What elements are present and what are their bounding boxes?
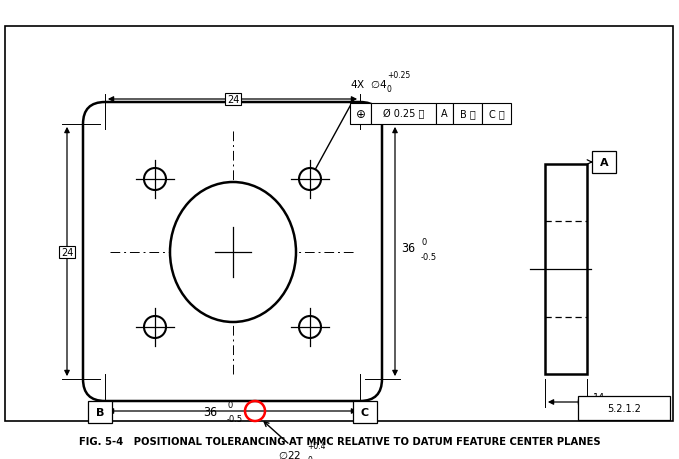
Text: A: A — [441, 109, 448, 119]
FancyBboxPatch shape — [482, 104, 511, 125]
FancyBboxPatch shape — [350, 104, 371, 125]
Circle shape — [144, 168, 166, 190]
Text: +0.4: +0.4 — [307, 442, 325, 451]
Text: 24: 24 — [227, 95, 239, 105]
Text: 5.2.1.2: 5.2.1.2 — [607, 403, 641, 413]
FancyBboxPatch shape — [353, 401, 377, 423]
Text: -0.5: -0.5 — [227, 414, 243, 424]
FancyBboxPatch shape — [436, 104, 453, 125]
Text: 36: 36 — [203, 406, 217, 419]
Ellipse shape — [170, 183, 296, 322]
FancyBboxPatch shape — [371, 104, 436, 125]
Text: 0: 0 — [421, 238, 426, 247]
Text: 14: 14 — [593, 392, 605, 402]
Text: A: A — [600, 157, 608, 168]
Text: 0: 0 — [387, 85, 392, 94]
Text: B: B — [96, 407, 104, 417]
FancyBboxPatch shape — [592, 151, 616, 174]
Text: $\emptyset$22: $\emptyset$22 — [278, 448, 301, 459]
FancyBboxPatch shape — [88, 401, 112, 423]
Circle shape — [299, 316, 321, 338]
Text: +0.25: +0.25 — [387, 71, 410, 80]
Bar — [5, 27, 673, 421]
Text: Ø 0.25 Ⓜ: Ø 0.25 Ⓜ — [383, 109, 424, 119]
Text: ⊕: ⊕ — [356, 108, 365, 121]
Text: C: C — [361, 407, 369, 417]
Text: B Ⓜ: B Ⓜ — [460, 109, 475, 119]
Text: 12: 12 — [593, 407, 606, 417]
Circle shape — [144, 316, 166, 338]
FancyBboxPatch shape — [83, 103, 382, 401]
Text: 4X  $\emptyset$4: 4X $\emptyset$4 — [350, 78, 388, 90]
FancyBboxPatch shape — [578, 396, 670, 420]
Text: 0: 0 — [307, 455, 312, 459]
Text: 24: 24 — [61, 247, 73, 257]
Text: -0.5: -0.5 — [421, 253, 437, 262]
Text: 0: 0 — [227, 401, 232, 409]
Text: FIG. 5-4   POSITIONAL TOLERANCING AT MMC RELATIVE TO DATUM FEATURE CENTER PLANES: FIG. 5-4 POSITIONAL TOLERANCING AT MMC R… — [79, 436, 600, 446]
Circle shape — [299, 168, 321, 190]
Bar — [545, 165, 587, 374]
Text: 36: 36 — [401, 242, 416, 255]
Text: C Ⓜ: C Ⓜ — [489, 109, 504, 119]
FancyBboxPatch shape — [453, 104, 482, 125]
